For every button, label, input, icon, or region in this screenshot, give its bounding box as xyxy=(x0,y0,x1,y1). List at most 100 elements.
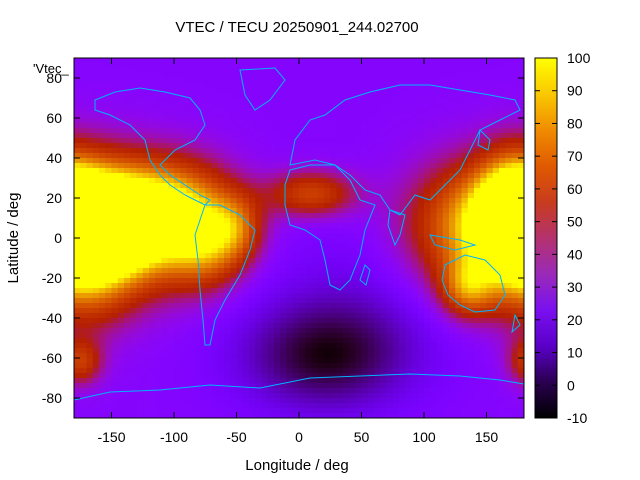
heatmap-cell xyxy=(205,178,213,184)
heatmap-cell xyxy=(286,218,294,224)
heatmap-cell xyxy=(199,73,206,79)
heatmap-cell xyxy=(442,88,450,94)
heatmap-cell xyxy=(467,338,475,344)
heatmap-cell xyxy=(499,113,506,119)
heatmap-cell xyxy=(249,138,256,144)
heatmap-cell xyxy=(130,378,138,384)
heatmap-cell xyxy=(461,288,469,294)
heatmap-cell xyxy=(142,383,150,389)
heatmap-cell xyxy=(424,313,431,319)
heatmap-cell xyxy=(349,178,356,184)
heatmap-cell xyxy=(242,183,250,189)
heatmap-cell xyxy=(505,298,513,304)
heatmap-cell xyxy=(336,133,344,139)
heatmap-cell xyxy=(236,378,244,384)
heatmap-cell xyxy=(286,108,294,114)
heatmap-cell xyxy=(255,163,263,169)
heatmap-cell xyxy=(130,223,138,229)
heatmap-cell xyxy=(461,358,469,364)
heatmap-cell xyxy=(311,173,319,179)
heatmap-cell xyxy=(92,298,100,304)
heatmap-cell xyxy=(211,358,219,364)
heatmap-cell xyxy=(161,323,169,329)
heatmap-cell xyxy=(99,253,106,259)
heatmap-cell xyxy=(474,128,481,134)
heatmap-cell xyxy=(392,273,400,279)
heatmap-cell xyxy=(230,213,238,219)
heatmap-cell xyxy=(236,263,244,269)
heatmap-cell xyxy=(511,393,519,399)
heatmap-cell xyxy=(105,238,113,244)
heatmap-cell xyxy=(324,218,331,224)
heatmap-cell xyxy=(74,218,81,224)
heatmap-cell xyxy=(261,293,269,299)
heatmap-cell xyxy=(249,143,256,149)
heatmap-cell xyxy=(411,333,419,339)
heatmap-cell xyxy=(292,283,300,289)
heatmap-cell xyxy=(436,278,444,284)
heatmap-cell xyxy=(105,348,113,354)
heatmap-cell xyxy=(355,363,363,369)
heatmap-cell xyxy=(149,308,156,314)
heatmap-cell xyxy=(511,173,519,179)
heatmap-cell xyxy=(124,133,131,139)
heatmap-cell xyxy=(349,288,356,294)
heatmap-cell xyxy=(105,183,113,189)
heatmap-cell xyxy=(161,188,169,194)
heatmap-cell xyxy=(224,243,231,249)
heatmap-cell xyxy=(424,358,431,364)
heatmap-cell xyxy=(261,283,269,289)
heatmap-cell xyxy=(224,233,231,239)
heatmap-cell xyxy=(480,293,488,299)
heatmap-cell xyxy=(499,343,506,349)
heatmap-cell xyxy=(149,248,156,254)
heatmap-cell xyxy=(80,218,88,224)
heatmap-cell xyxy=(499,293,506,299)
heatmap-cell xyxy=(517,238,524,244)
heatmap-cell xyxy=(349,283,356,289)
heatmap-cell xyxy=(499,373,506,379)
heatmap-cell xyxy=(511,123,519,129)
heatmap-cell xyxy=(211,83,219,89)
heatmap-cell xyxy=(167,178,175,184)
heatmap-cell xyxy=(486,183,494,189)
heatmap-cell xyxy=(374,323,381,329)
heatmap-cell xyxy=(167,323,175,329)
heatmap-cell xyxy=(292,68,300,74)
heatmap-cell xyxy=(467,378,475,384)
heatmap-cell xyxy=(330,118,338,124)
heatmap-cell xyxy=(305,398,313,404)
heatmap-cell xyxy=(405,83,413,89)
heatmap-cell xyxy=(317,223,325,229)
heatmap-cell xyxy=(186,58,194,64)
heatmap-cell xyxy=(424,143,431,149)
heatmap-cell xyxy=(80,258,88,264)
heatmap-cell xyxy=(74,398,81,404)
heatmap-cell xyxy=(311,243,319,249)
heatmap-cell xyxy=(349,193,356,199)
heatmap-cell xyxy=(261,103,269,109)
heatmap-cell xyxy=(217,168,225,174)
heatmap-cell xyxy=(299,243,306,249)
heatmap-cell xyxy=(280,68,288,74)
heatmap-cell xyxy=(286,113,294,119)
heatmap-cell xyxy=(211,263,219,269)
heatmap-cell xyxy=(130,218,138,224)
heatmap-cell xyxy=(142,78,150,84)
heatmap-cell xyxy=(442,223,450,229)
heatmap-cell xyxy=(242,248,250,254)
heatmap-cell xyxy=(211,253,219,259)
heatmap-cell xyxy=(236,248,244,254)
heatmap-cell xyxy=(349,208,356,214)
heatmap-cell xyxy=(336,358,344,364)
heatmap-cell xyxy=(311,118,319,124)
heatmap-cell xyxy=(174,183,181,189)
heatmap-cell xyxy=(180,273,188,279)
heatmap-cell xyxy=(517,83,524,89)
heatmap-cell xyxy=(267,98,275,104)
heatmap-cell xyxy=(380,73,388,79)
heatmap-cell xyxy=(367,158,375,164)
heatmap-cell xyxy=(167,328,175,334)
heatmap-cell xyxy=(499,143,506,149)
heatmap-cell xyxy=(330,68,338,74)
